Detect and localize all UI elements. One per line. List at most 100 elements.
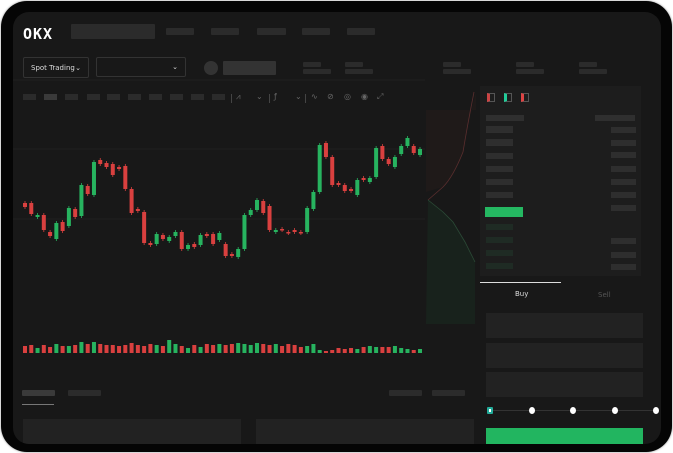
- slider-stop[interactable]: [570, 407, 576, 414]
- candlestick-chart[interactable]: [13, 12, 661, 444]
- volume-bar: [98, 344, 103, 353]
- volume-bar: [148, 344, 153, 353]
- tab-open-orders[interactable]: [22, 390, 55, 396]
- volume-bar: [173, 344, 178, 353]
- nav-item[interactable]: [166, 28, 194, 35]
- ask-amount: [611, 205, 636, 211]
- chevron-icon[interactable]: ⌄: [295, 92, 302, 101]
- candle-body: [54, 223, 59, 239]
- candle-body: [261, 201, 266, 213]
- slider-stop[interactable]: [611, 407, 618, 414]
- volume-bar: [198, 347, 203, 353]
- candle-body: [361, 178, 366, 180]
- okx-logo[interactable]: OKX: [23, 25, 54, 43]
- active-tab-underline: [22, 404, 54, 405]
- candle-body: [418, 149, 423, 155]
- volume-bar: [104, 345, 109, 353]
- timeframe-tab[interactable]: [128, 94, 141, 100]
- fullscreen-icon[interactable]: ⤢: [377, 92, 384, 101]
- volume-bar: [223, 345, 228, 353]
- sell-tab[interactable]: Sell: [598, 291, 611, 299]
- candle-body: [117, 167, 122, 169]
- total-input[interactable]: [486, 372, 643, 397]
- volume-bar: [129, 343, 134, 353]
- buy-button[interactable]: [486, 428, 643, 444]
- volume-bar: [374, 347, 379, 353]
- indicator-icon[interactable]: ⌄: [256, 92, 263, 101]
- orderbook-both-icon[interactable]: [487, 93, 495, 102]
- ask-price: [486, 179, 513, 185]
- timeframe-tab[interactable]: [149, 94, 162, 100]
- timeframe-tab[interactable]: [107, 94, 120, 100]
- candle-body: [242, 215, 247, 249]
- bid-price: [486, 224, 513, 230]
- stat-value: [516, 69, 544, 74]
- nav-item[interactable]: [211, 28, 239, 35]
- volume-bar: [236, 343, 241, 353]
- line-tool-icon[interactable]: ∿: [311, 92, 318, 101]
- volume-bar: [261, 344, 266, 353]
- timeframe-tab[interactable]: [23, 94, 36, 100]
- fx-icon[interactable]: ƒ: [274, 92, 277, 101]
- market-select[interactable]: Spot Trading ⌄: [23, 57, 89, 78]
- filter-button[interactable]: [389, 390, 422, 396]
- volume-bar: [73, 345, 78, 353]
- buy-tab[interactable]: Buy: [515, 290, 529, 298]
- volume-bar: [48, 347, 53, 353]
- market-select-label: Spot Trading: [31, 63, 75, 72]
- volume-bar: [286, 344, 291, 353]
- slider-stop[interactable]: [528, 407, 535, 414]
- candle-body: [248, 210, 253, 215]
- slider-stop[interactable]: [653, 407, 659, 414]
- pencil-icon[interactable]: ⊘: [327, 92, 334, 101]
- volume-bar: [186, 348, 191, 353]
- volume-bar: [85, 344, 90, 353]
- orderbook-asks-icon[interactable]: [521, 93, 529, 102]
- candle-body: [186, 245, 191, 249]
- candle-body: [142, 212, 147, 243]
- orders-card: [23, 419, 241, 444]
- timeframe-tab[interactable]: [44, 94, 57, 100]
- candle-body: [317, 145, 322, 192]
- timeframe-tab[interactable]: [212, 94, 225, 100]
- timeframe-tab[interactable]: [191, 94, 204, 100]
- filter-button[interactable]: [432, 390, 465, 396]
- candle-body: [399, 146, 404, 154]
- candle-body: [104, 163, 109, 167]
- volume-bar: [267, 345, 272, 353]
- volume-bar: [330, 350, 335, 353]
- coin-icon: [204, 61, 218, 75]
- volume-bar: [336, 348, 341, 353]
- candle-body: [211, 234, 216, 244]
- chart-type-icon[interactable]: ⩘: [236, 92, 241, 101]
- slider-handle[interactable]: [487, 407, 493, 414]
- buy-tab-underline: [480, 282, 561, 283]
- tab-order-history[interactable]: [68, 390, 101, 396]
- timeframe-tab[interactable]: [87, 94, 100, 100]
- pair-select[interactable]: ⌄: [96, 57, 186, 77]
- nav-item[interactable]: [257, 28, 286, 35]
- nav-item[interactable]: [302, 28, 330, 35]
- candle-body: [154, 234, 159, 244]
- volume-bar: [91, 342, 96, 353]
- settings-icon[interactable]: ◎: [344, 92, 351, 101]
- stat-value: [443, 69, 471, 74]
- nav-item[interactable]: [347, 28, 375, 35]
- candle-body: [123, 166, 128, 189]
- timeframe-tab[interactable]: [65, 94, 78, 100]
- orderbook-bids-icon[interactable]: [504, 93, 512, 102]
- candle-body: [204, 234, 209, 236]
- volume-bar: [60, 346, 65, 353]
- volume-bar: [135, 345, 140, 353]
- timeframe-tab[interactable]: [170, 94, 183, 100]
- ask-amount: [611, 192, 636, 198]
- camera-icon[interactable]: ◉: [361, 92, 368, 101]
- amount-input[interactable]: [486, 343, 643, 368]
- search-bar[interactable]: [71, 24, 155, 39]
- candle-body: [349, 189, 354, 191]
- candle-body: [73, 209, 78, 217]
- price-input[interactable]: [486, 313, 643, 338]
- candle-body: [342, 185, 347, 191]
- orderbook-header-amount: [595, 115, 635, 121]
- ask-amount: [611, 140, 636, 146]
